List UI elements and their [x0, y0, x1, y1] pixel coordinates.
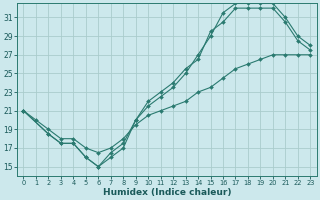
X-axis label: Humidex (Indice chaleur): Humidex (Indice chaleur): [103, 188, 231, 197]
